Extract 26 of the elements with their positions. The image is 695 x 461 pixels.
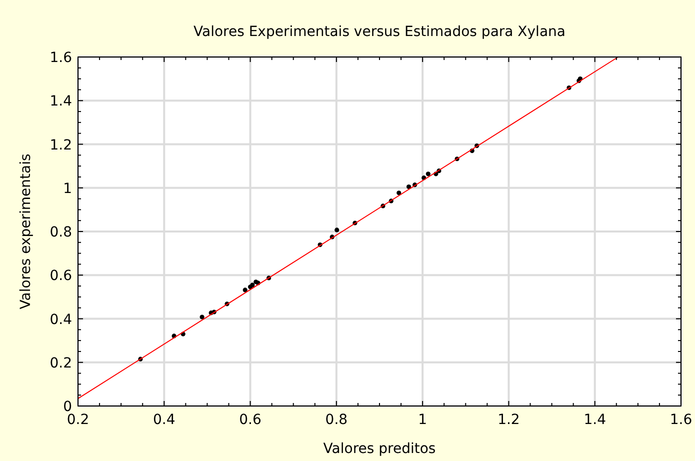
point <box>200 314 204 320</box>
x-axis-title: Valores preditos <box>323 441 436 457</box>
point <box>406 184 412 190</box>
y-tick-label: 1.2 <box>50 137 72 154</box>
y-tick-label: 0 <box>63 399 72 415</box>
point <box>334 228 340 232</box>
y-tick-label: 1 <box>63 180 72 197</box>
x-tick-label: 1.6 <box>670 412 692 428</box>
y-axis-title: Valores experimentais <box>18 154 34 310</box>
y-tick-label: 0.4 <box>50 312 72 328</box>
point <box>426 172 430 176</box>
y-tick-label: 0.8 <box>50 224 72 240</box>
point <box>242 288 248 292</box>
y-tick-label: 0.6 <box>50 268 72 284</box>
x-tick-label: 0.8 <box>325 412 348 428</box>
x-tick-label: 1 <box>418 412 428 428</box>
point <box>396 190 402 196</box>
x-tick-label: 0.6 <box>239 412 262 428</box>
x-tick-label: 0.4 <box>153 412 176 428</box>
point <box>250 282 255 288</box>
chart-title: Valores Experimentais versus Estimados para Xylana <box>194 24 566 40</box>
x-tick-label: 1.4 <box>584 412 606 428</box>
x-tick-label: 1.2 <box>498 412 520 428</box>
y-tick-label: 1.4 <box>50 94 72 110</box>
y-tick-label: 1.6 <box>50 50 72 66</box>
y-tick-label: 0.2 <box>50 355 72 372</box>
